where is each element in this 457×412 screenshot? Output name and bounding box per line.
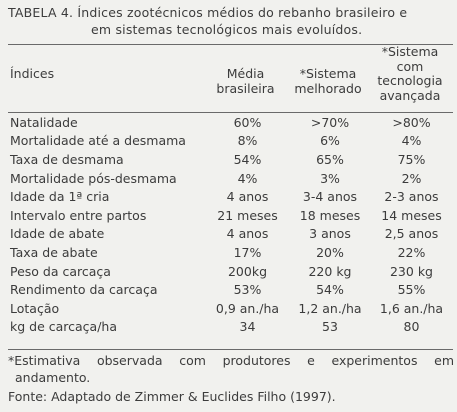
footnote-line-1: *Estimativa observada com produtores e e… [8, 353, 454, 368]
header-col1-line1: Média [226, 66, 265, 81]
cell-melhorado: 3-4 anos [302, 189, 358, 205]
table-row: Taxa de desmama 54% 65% 75% [8, 150, 453, 169]
header-sistema-melhorado: *Sistema melhorado [288, 66, 368, 96]
header-col3-line4: avançada [379, 87, 441, 103]
table-row: Rendimento da carcaça 53% 54% 55% [8, 280, 453, 299]
footnote-line-2: andamento. [15, 370, 91, 385]
table-row: Peso da carcaça 200kg 220 kg 230 kg [8, 262, 453, 281]
cell-media: 4% [237, 170, 258, 186]
cell-media: 200kg [227, 263, 268, 279]
cell-avancada: 2% [401, 170, 422, 186]
cell-melhorado: 220 kg [308, 263, 352, 279]
row-label: Lotação [10, 300, 60, 316]
cell-melhorado: 1,2 an./ha [298, 300, 362, 316]
bottom-rule [8, 349, 453, 350]
header-col3-line2: com [396, 58, 424, 74]
row-label: Peso da carcaça [10, 263, 111, 279]
table-caption: TABELA 4. Índices zootécnicos médios do … [8, 4, 454, 38]
cell-avancada: 55% [397, 282, 426, 298]
cell-media: 4 anos [226, 189, 269, 205]
row-label: kg de carcaça/ha [10, 319, 118, 335]
cell-media: 21 meses [217, 207, 278, 223]
row-label: Idade da 1ª cria [10, 189, 110, 205]
cell-media: 60% [233, 114, 262, 130]
cell-melhorado: >70% [310, 114, 350, 130]
source-note: Fonte: Adaptado de Zimmer & Euclides Fil… [8, 389, 336, 404]
table-row: Natalidade 60% >70% >80% [8, 113, 453, 132]
header-indices: Índices [10, 66, 55, 81]
header-col3-line1: *Sistema [381, 44, 439, 59]
cell-melhorado: 3% [320, 170, 340, 186]
cell-melhorado: 18 meses [299, 207, 361, 223]
cell-media: 53% [233, 282, 262, 298]
header-media-brasileira: Média brasileira [203, 66, 288, 96]
cell-avancada: 230 kg [389, 263, 433, 279]
caption-line-1: TABELA 4. Índices zootécnicos médios do … [8, 5, 408, 20]
cell-avancada: 2,5 anos [384, 226, 439, 242]
header-col1-line2: brasileira [216, 80, 275, 96]
cell-melhorado: 3 anos [309, 226, 351, 242]
cell-melhorado: 65% [316, 151, 344, 167]
table-row: Idade da 1ª cria 4 anos 3-4 anos 2-3 ano… [8, 187, 453, 206]
cell-avancada: 75% [397, 151, 426, 167]
table-row: Lotação 0,9 an./ha 1,2 an./ha 1,6 an./ha [8, 299, 453, 318]
cell-melhorado: 6% [320, 133, 340, 149]
row-label: Mortalidade pós-desmama [10, 170, 177, 186]
row-label: Rendimento da carcaça [10, 282, 158, 298]
table-row: Taxa de abate 17% 20% 22% [8, 243, 453, 262]
header-sistema-avancada: *Sistema com tecnologia avançada [368, 44, 452, 103]
caption-line-2: em sistemas tecnológicos mais evoluídos. [91, 22, 363, 37]
cell-media: 4 anos [226, 226, 269, 242]
cell-media: 54% [233, 151, 262, 167]
row-label: Natalidade [10, 114, 78, 130]
cell-avancada: 80 [403, 319, 420, 335]
header-col2-line2: melhorado [294, 80, 362, 96]
data-table: Natalidade 60% >70% >80% Mortalidade até… [8, 113, 453, 336]
header-rule [8, 112, 453, 113]
cell-melhorado: 20% [316, 244, 344, 260]
cell-avancada: >80% [392, 114, 431, 130]
row-label: Taxa de desmama [10, 151, 124, 167]
cell-avancada: 14 meses [381, 207, 442, 223]
table-row: Mortalidade até a desmama 8% 6% 4% [8, 132, 453, 151]
cell-melhorado: 53 [322, 319, 338, 335]
table-row: kg de carcaça/ha 34 53 80 [8, 318, 453, 337]
cell-avancada: 2-3 anos [384, 189, 439, 205]
footnote: *Estimativa observada com produtores e e… [8, 352, 454, 386]
row-label: Idade de abate [10, 226, 105, 242]
cell-media: 17% [233, 244, 262, 260]
table-row: Idade de abate 4 anos 3 anos 2,5 anos [8, 225, 453, 244]
cell-media: 0,9 an./ha [215, 300, 280, 316]
table-row: Intervalo entre partos 21 meses 18 meses… [8, 206, 453, 225]
header-col2-line1: *Sistema [299, 66, 357, 81]
cell-melhorado: 54% [316, 282, 344, 298]
cell-avancada: 22% [397, 244, 426, 260]
row-label: Intervalo entre partos [10, 207, 147, 223]
cell-avancada: 4% [401, 133, 422, 149]
top-rule [8, 44, 453, 45]
cell-media: 8% [237, 133, 258, 149]
cell-media: 34 [239, 319, 256, 335]
header-col3-line3: tecnologia [377, 73, 443, 88]
cell-avancada: 1,6 an./ha [379, 300, 444, 316]
table-row: Mortalidade pós-desmama 4% 3% 2% [8, 169, 453, 188]
row-label: Mortalidade até a desmama [10, 133, 186, 149]
row-label: Taxa de abate [10, 244, 98, 260]
